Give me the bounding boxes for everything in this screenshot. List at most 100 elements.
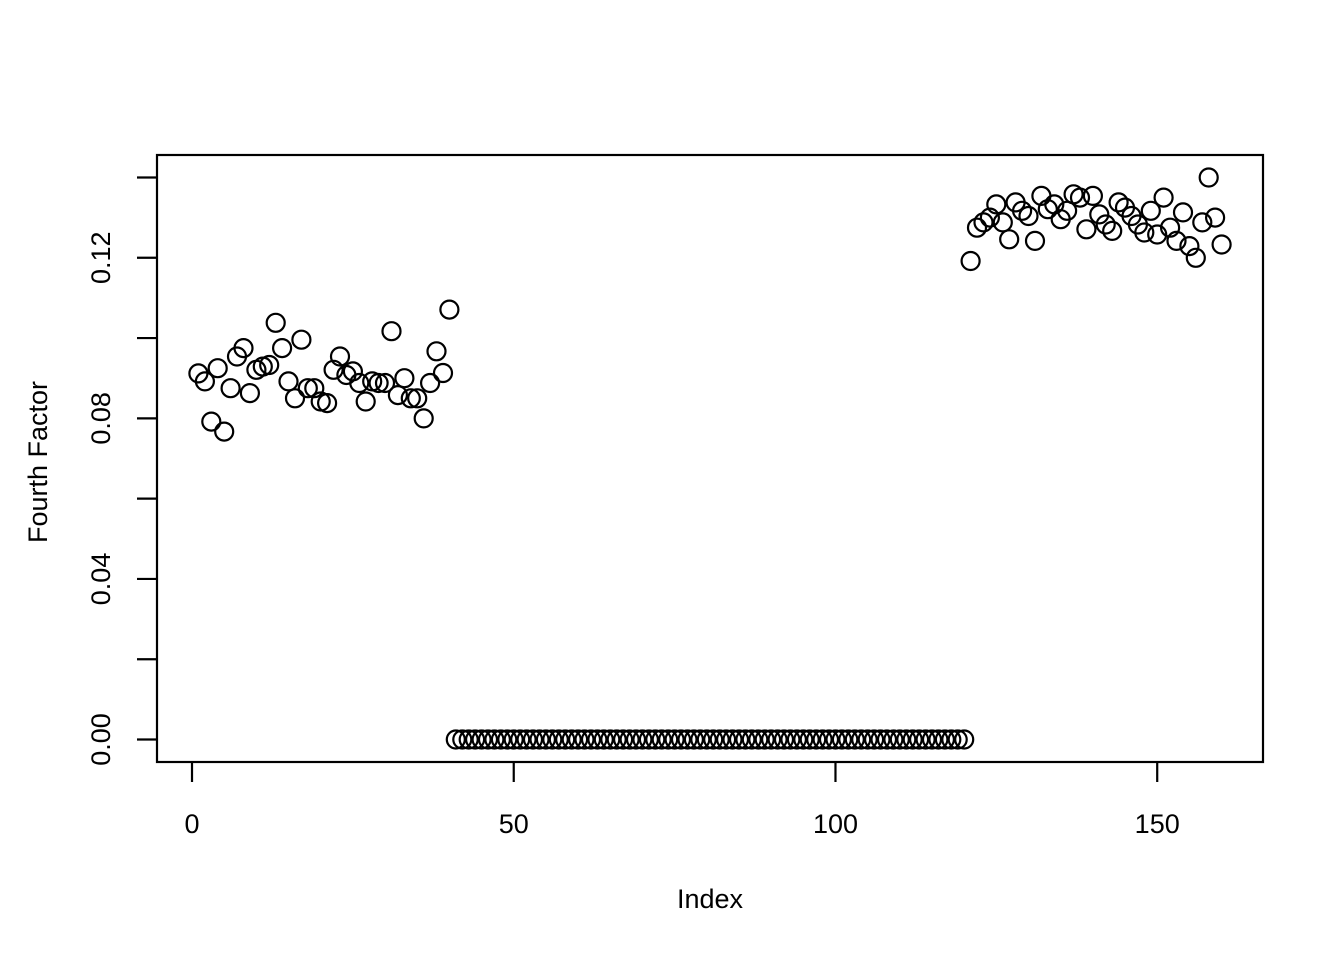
data-point [760, 729, 782, 750]
data-point [863, 729, 885, 750]
data-point [612, 729, 634, 750]
data-point [1179, 236, 1200, 257]
data-point [966, 217, 988, 238]
data-point [851, 729, 872, 750]
data-point [1102, 220, 1123, 241]
data-point [1147, 224, 1168, 245]
data-point [1185, 247, 1206, 268]
data-point [1095, 214, 1116, 235]
data-point [471, 729, 492, 750]
data-point [1211, 234, 1232, 255]
data-point [272, 338, 293, 359]
data-point [561, 729, 582, 750]
data-point [870, 729, 891, 750]
x-tick-label: 100 [813, 809, 858, 839]
data-point [413, 408, 434, 429]
data-point [767, 729, 788, 750]
data-point [806, 729, 827, 750]
data-point [317, 393, 338, 414]
data-point [497, 729, 518, 750]
data-point [999, 229, 1020, 250]
y-axis-label: Fourth Factor [23, 381, 53, 543]
data-point [1037, 199, 1058, 220]
data-point [1011, 200, 1033, 221]
data-point [889, 729, 910, 750]
data-point [522, 729, 544, 750]
data-point [677, 729, 698, 750]
data-point [214, 421, 235, 442]
data-point [387, 385, 408, 406]
data-point [349, 372, 370, 394]
y-tick-label: 0.08 [86, 392, 116, 445]
data-point [278, 371, 299, 392]
data-point [432, 362, 454, 384]
data-point [857, 729, 878, 750]
data-point [683, 729, 705, 750]
x-axis-label: Index [677, 884, 744, 914]
data-point [1069, 187, 1091, 208]
data-point [600, 729, 621, 750]
data-point [735, 729, 756, 750]
data-point [342, 361, 363, 382]
data-point [304, 378, 325, 399]
data-point [696, 729, 717, 750]
data-point [201, 411, 222, 432]
data-point [291, 329, 312, 350]
data-point [664, 729, 685, 750]
data-point [619, 729, 640, 750]
data-point [812, 729, 833, 750]
x-tick-label: 150 [1135, 809, 1180, 839]
data-point [722, 729, 743, 750]
data-point [928, 729, 949, 750]
data-point [439, 299, 460, 320]
data-point [484, 729, 505, 750]
data-point [825, 729, 846, 750]
data-point [741, 729, 762, 750]
data-point [651, 729, 672, 750]
data-point [458, 729, 479, 750]
data-point [818, 729, 840, 750]
y-tick-label: 0.12 [86, 231, 116, 284]
data-point [465, 729, 486, 750]
y-tick-label: 0.04 [86, 553, 116, 606]
data-point [902, 729, 923, 750]
data-point [979, 207, 1001, 228]
data-point [1134, 222, 1155, 243]
data-point [973, 212, 994, 233]
data-point [1018, 205, 1039, 227]
data-point [593, 729, 614, 750]
y-tick-label: 0.00 [86, 713, 116, 766]
data-point [960, 250, 981, 272]
data-point [709, 729, 730, 750]
data-point [838, 729, 859, 750]
data-point [986, 194, 1007, 215]
data-point [355, 391, 376, 412]
data-point [941, 729, 962, 750]
data-point [265, 312, 286, 333]
data-point [207, 358, 228, 379]
data-point [670, 729, 692, 750]
y-axis: 0.00 0.04 0.08 0.12 [86, 176, 157, 766]
data-point [1089, 204, 1110, 225]
data-point [831, 729, 853, 750]
x-axis: 0 50 100 150 [184, 762, 1180, 839]
data-point [374, 372, 396, 394]
data-point [323, 359, 344, 380]
data-point [580, 729, 602, 750]
data-point [1198, 167, 1219, 188]
data-point [555, 729, 576, 750]
data-point [1140, 200, 1161, 221]
data-point [1192, 212, 1213, 233]
data-point [799, 729, 820, 750]
data-point [992, 212, 1013, 233]
data-point [658, 729, 679, 750]
data-point [426, 341, 447, 362]
data-point [645, 729, 666, 750]
data-point [194, 371, 215, 392]
data-point [844, 729, 865, 750]
data-point [548, 729, 569, 750]
data-point [915, 729, 936, 750]
data-point [954, 729, 975, 750]
data-point [883, 729, 904, 750]
data-point [1159, 217, 1181, 238]
